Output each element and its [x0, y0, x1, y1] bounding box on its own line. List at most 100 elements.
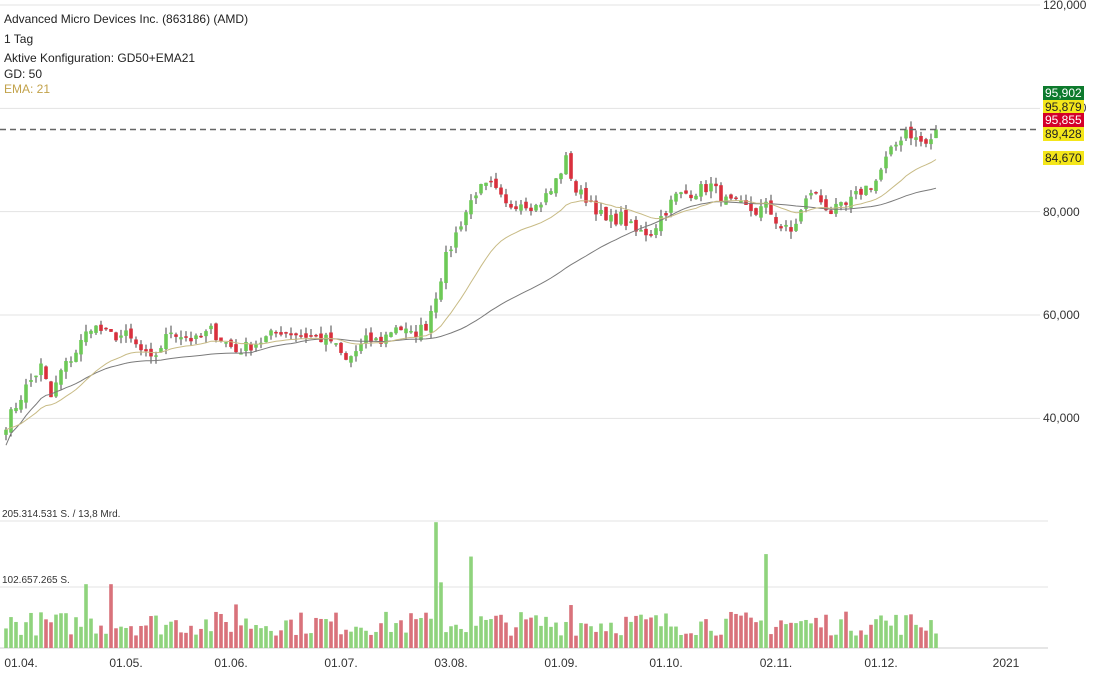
candle-body	[744, 200, 748, 205]
volume-bar	[859, 630, 863, 648]
y-tick-label: 80,000	[1043, 204, 1080, 219]
candlesticks	[4, 121, 938, 441]
volume-bar	[784, 624, 788, 648]
candle-body	[69, 361, 73, 363]
candle	[84, 324, 88, 346]
candle	[724, 194, 728, 205]
volume-bar	[164, 624, 168, 648]
volume-bar	[389, 631, 393, 648]
x-tick-label: 01.12.	[864, 656, 898, 670]
candle	[684, 184, 688, 195]
candle	[114, 331, 118, 343]
candle-body	[519, 204, 523, 211]
price-tag: 95,902	[1043, 86, 1084, 100]
candle-body	[204, 331, 208, 337]
candle-body	[689, 194, 693, 199]
candle-body	[709, 183, 713, 192]
candle-body	[359, 343, 363, 352]
candle	[769, 194, 773, 215]
candle-body	[19, 399, 23, 410]
candle	[704, 180, 708, 196]
candle	[859, 186, 863, 200]
volume-bar	[419, 617, 423, 648]
candle-body	[119, 335, 123, 338]
candle	[444, 245, 448, 290]
candle	[74, 349, 78, 363]
candle-body	[874, 180, 878, 191]
volume-bar	[414, 619, 418, 648]
candle-body	[699, 184, 703, 197]
candle-body	[554, 178, 558, 194]
candle	[79, 334, 83, 362]
volume-bar	[904, 615, 908, 648]
volume-bar	[359, 627, 363, 648]
x-tick-label: 01.09.	[544, 656, 578, 670]
candle-body	[564, 155, 568, 175]
volume-bar	[284, 620, 288, 648]
candle	[139, 340, 143, 356]
candle-body	[579, 189, 583, 195]
candle	[94, 325, 98, 335]
candle	[574, 179, 578, 196]
volume-bar	[919, 627, 923, 648]
volume-bar	[374, 631, 378, 648]
candle	[259, 337, 263, 349]
candle	[234, 339, 238, 354]
candle-body	[754, 208, 758, 215]
volume-bar	[424, 612, 428, 648]
volume-bar	[899, 634, 903, 648]
candle-body	[334, 343, 338, 345]
volume-bar	[689, 633, 693, 648]
volume-bar	[474, 625, 478, 648]
candle	[129, 323, 133, 343]
candle	[504, 188, 508, 208]
candle	[754, 207, 758, 217]
candle	[184, 331, 188, 342]
candle	[539, 202, 543, 213]
candle	[429, 305, 433, 339]
volume-bar	[599, 623, 603, 648]
candle-body	[479, 184, 483, 194]
candle	[89, 329, 93, 339]
candle	[749, 196, 753, 217]
volume-bars	[4, 522, 938, 648]
volume-bar	[329, 621, 333, 648]
candle-body	[664, 213, 668, 216]
candle	[274, 330, 278, 338]
candle-body	[329, 332, 333, 342]
volume-bar	[834, 634, 838, 648]
candle	[14, 402, 18, 414]
candle	[524, 197, 528, 211]
candle-body	[514, 206, 518, 210]
candle	[849, 190, 853, 214]
volume-bar	[184, 632, 188, 648]
candle	[389, 331, 393, 338]
grid-lines	[0, 4, 1048, 649]
candle	[629, 219, 633, 224]
candle	[399, 325, 403, 331]
volume-bar	[79, 626, 83, 648]
volume-bar	[19, 634, 23, 648]
candle	[169, 325, 173, 339]
candle-body	[604, 206, 608, 221]
candle-body	[99, 324, 103, 331]
candle-body	[9, 409, 13, 433]
candle	[314, 333, 318, 338]
gd50-legend: GD: 50	[4, 67, 43, 81]
candle-body	[344, 353, 348, 360]
candle-body	[59, 370, 63, 385]
candle	[869, 187, 873, 193]
candle	[514, 200, 518, 212]
volume-bar	[334, 612, 338, 648]
candle-body	[774, 217, 778, 224]
candle	[729, 193, 733, 201]
candle-body	[449, 249, 453, 252]
volume-bar	[299, 612, 303, 648]
candle	[349, 355, 353, 368]
volume-bar	[314, 617, 318, 648]
candle-body	[899, 140, 903, 146]
volume-bar	[809, 623, 813, 648]
candle	[479, 183, 483, 196]
candle-body	[249, 344, 253, 351]
